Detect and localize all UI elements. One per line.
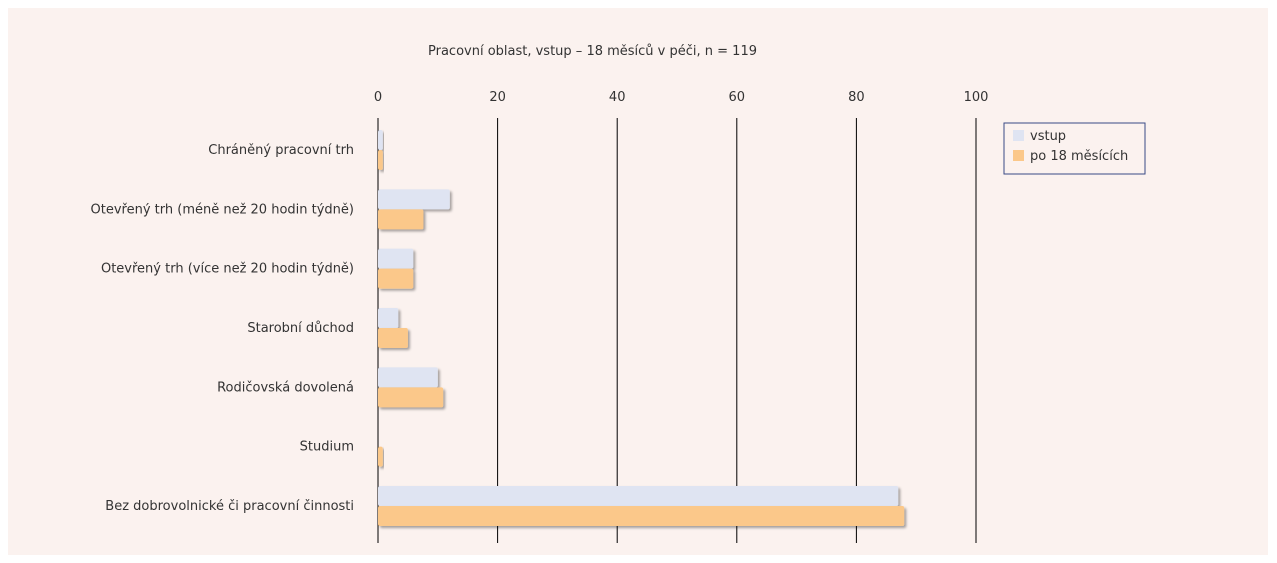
grid-lines — [377, 118, 977, 543]
bar-po-18-mesicich-4 — [378, 387, 444, 408]
bars — [378, 130, 905, 526]
legend-label-vstup: vstup — [1030, 129, 1066, 144]
x-axis-ticks: 0 20 40 60 80 100 — [374, 90, 989, 105]
bar-vstup-1 — [378, 189, 450, 210]
tick-label-80: 80 — [848, 90, 865, 105]
category-label-0: Chráněný pracovní trh — [208, 143, 354, 158]
bar-po-18-mesicich-0 — [378, 150, 383, 170]
legend-label-po-18-mesicich: po 18 měsících — [1030, 149, 1128, 164]
bar-vstup-4 — [378, 367, 438, 388]
legend-swatch-vstup — [1013, 130, 1024, 141]
bar-po-18-mesicich-1 — [378, 209, 424, 230]
y-axis-categories: Chráněný pracovní trh Otevřený trh (méně … — [91, 143, 354, 514]
category-label-5: Studium — [300, 440, 354, 455]
bar-po-18-mesicich-6 — [378, 505, 905, 526]
bar-po-18-mesicich-5 — [378, 446, 383, 467]
bar-vstup-3 — [378, 307, 399, 328]
category-label-4: Rodičovská dovolená — [217, 380, 354, 395]
legend: vstup po 18 měsících — [1003, 122, 1146, 175]
legend-swatch-po-18-mesicich — [1013, 150, 1024, 161]
chart-title: Pracovní oblast, vstup – 18 měsíců v péč… — [428, 44, 757, 59]
bar-chart: Pracovní oblast, vstup – 18 měsíců v péč… — [91, 44, 1146, 543]
category-label-1: Otevřený trh (méně než 20 hodin týdně) — [91, 202, 354, 217]
category-label-6: Bez dobrovolnické či pracovní činnosti — [105, 499, 354, 514]
category-label-3: Starobní důchod — [247, 321, 354, 336]
tick-label-100: 100 — [964, 90, 989, 105]
tick-label-0: 0 — [374, 90, 382, 105]
bar-vstup-0 — [378, 130, 383, 150]
bar-po-18-mesicich-3 — [378, 327, 408, 348]
bar-po-18-mesicich-2 — [378, 268, 414, 289]
bar-vstup-2 — [378, 248, 414, 269]
bar-vstup-6 — [378, 485, 899, 506]
tick-label-20: 20 — [489, 90, 506, 105]
tick-label-40: 40 — [609, 90, 626, 105]
tick-label-60: 60 — [729, 90, 746, 105]
legend-box — [1003, 122, 1146, 175]
chart-background: Pracovní oblast, vstup – 18 měsíců v péč… — [8, 8, 1268, 555]
category-label-2: Otevřený trh (více než 20 hodin týdně) — [101, 262, 354, 277]
